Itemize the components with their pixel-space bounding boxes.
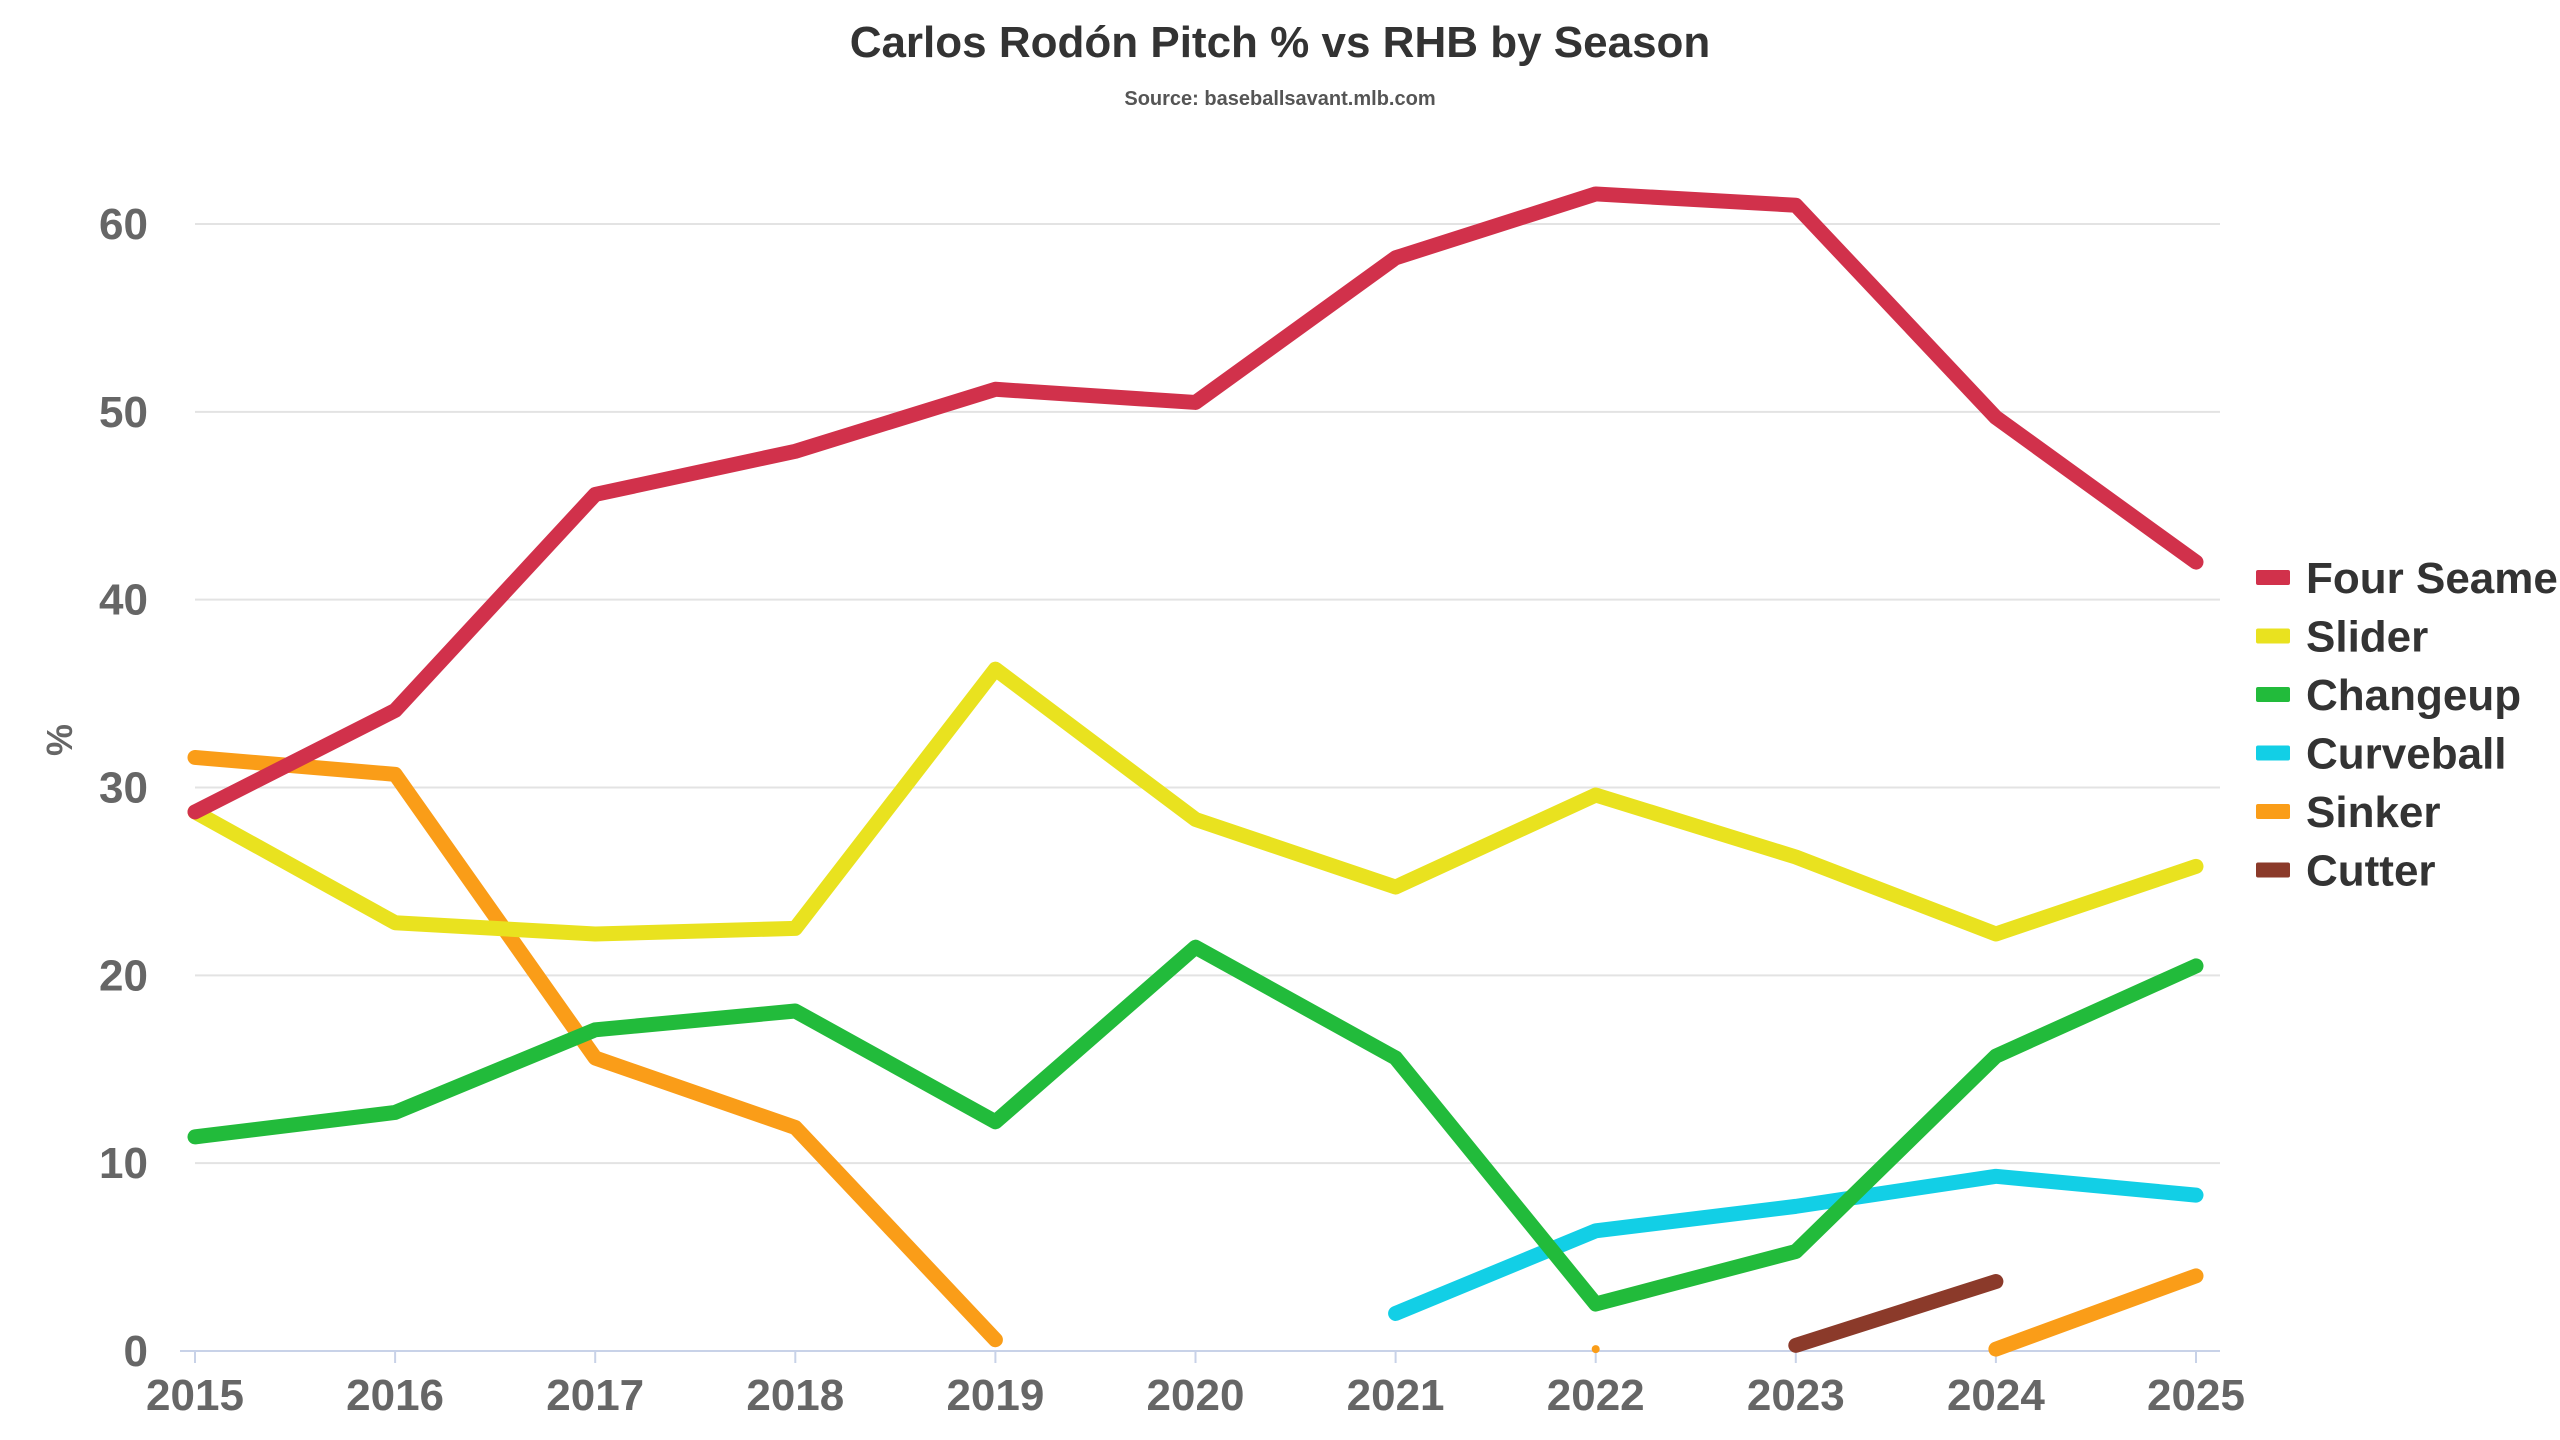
series-sinker (187, 749, 2204, 1357)
series-cutter (1788, 1274, 2004, 1353)
legend-swatch (2256, 862, 2290, 878)
series-lines (187, 186, 2204, 1357)
y-tick-label: 10 (99, 1139, 148, 1188)
y-tick-label: 50 (99, 388, 148, 437)
series-four-seamer (187, 186, 2204, 820)
series-line (1788, 1274, 2004, 1353)
legend-item[interactable]: Slider (2256, 613, 2428, 662)
legend-item[interactable]: Sinker (2256, 788, 2441, 837)
y-tick-label: 0 (124, 1327, 148, 1376)
legend-swatch (2256, 804, 2290, 819)
chart-subtitle: Source: baseballsavant.mlb.com (1124, 88, 1435, 110)
series-slider (187, 661, 2204, 942)
x-tick-label: 2019 (946, 1371, 1044, 1420)
series-line (1388, 1168, 2204, 1321)
series-changeup (187, 939, 2204, 1312)
x-tick-label: 2022 (1547, 1371, 1645, 1420)
legend-item[interactable]: Cutter (2256, 847, 2436, 896)
y-tick-label: 20 (99, 951, 148, 1000)
x-tick-label: 2015 (146, 1371, 244, 1420)
x-tick-label: 2020 (1147, 1371, 1245, 1420)
series-line (187, 939, 2204, 1312)
x-axis-ticks: 2015 2016 2017 2018 2019 2020 2021 2022 2023 2024… (146, 1351, 2245, 1420)
legend-swatch (2256, 687, 2290, 702)
legend-label: Sinker (2306, 788, 2441, 837)
legend-label: Curveball (2306, 730, 2507, 779)
series-line (187, 661, 2204, 942)
chart-title: Carlos Rodón Pitch % vs RHB by Season (850, 18, 1711, 67)
series-line (187, 186, 2204, 820)
x-tick-label: 2024 (1947, 1371, 2045, 1420)
y-axis-title: % (39, 724, 80, 756)
x-tick-label: 2025 (2147, 1371, 2245, 1420)
legend-swatch (2256, 628, 2290, 644)
series-line (1988, 1268, 2204, 1357)
series-point (1591, 1345, 1600, 1354)
legend-item[interactable]: Four Seamer (2256, 554, 2560, 603)
legend-label: Slider (2306, 613, 2428, 662)
series-line (187, 749, 1003, 1348)
legend-label: Cutter (2306, 847, 2436, 896)
legend-item[interactable]: Curveball (2256, 730, 2507, 779)
y-tick-label: 60 (99, 200, 148, 249)
x-tick-label: 2023 (1747, 1371, 1845, 1420)
y-tick-label: 30 (99, 764, 148, 813)
y-axis-ticks: 0 10 20 30 40 50 60 (99, 200, 148, 1376)
legend-swatch (2256, 745, 2290, 761)
legend-label: Four Seamer (2306, 554, 2560, 603)
legend-item[interactable]: Changeup (2256, 671, 2521, 720)
x-tick-label: 2021 (1347, 1371, 1445, 1420)
y-tick-label: 40 (99, 576, 148, 625)
legend: Four Seamer Slider Changeup Curveball Sinker… (2256, 554, 2560, 896)
legend-swatch (2256, 570, 2290, 585)
x-tick-label: 2017 (546, 1371, 644, 1420)
x-tick-label: 2018 (746, 1371, 844, 1420)
x-tick-label: 2016 (346, 1371, 444, 1420)
legend-label: Changeup (2306, 671, 2521, 720)
series-curveball (1388, 1168, 2204, 1321)
